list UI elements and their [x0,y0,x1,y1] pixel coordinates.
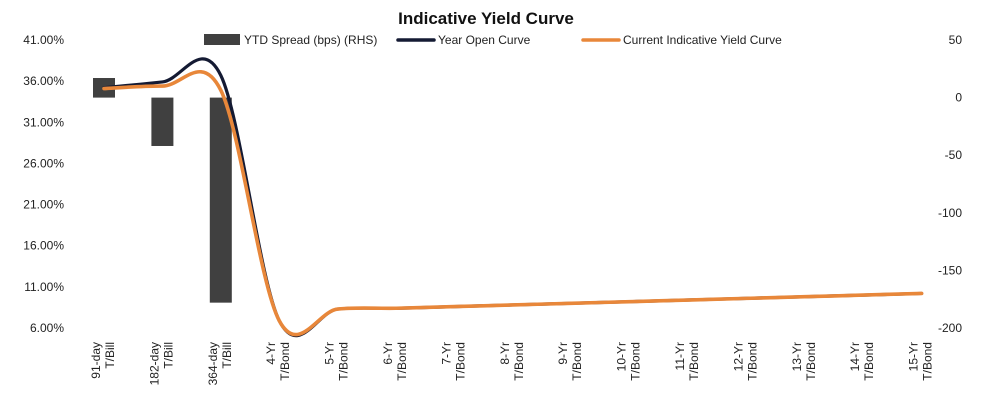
x-tick-line2: T/Bond [862,342,876,381]
curve-lines [102,57,924,338]
x-tick-label: 5-Yr T/Bond [323,342,351,381]
spread-bar [151,97,174,146]
right-tick-label: -50 [945,148,963,162]
x-tick-line1: 6-Yr [381,342,395,365]
x-tick-line1: 15-Yr [907,342,921,371]
x-tick-line1: 91-day [89,342,103,379]
spread-bars [93,78,232,303]
x-tick-line1: 4-Yr [264,342,278,365]
x-tick-label: 8-Yr T/Bond [498,342,526,381]
x-tick-line2: T/Bond [570,342,584,381]
legend-label: Current Indicative Yield Curve [623,33,782,47]
x-tick-line1: 364-day [206,342,220,385]
chart-legend: YTD Spread (bps) (RHS) Year Open Curve Cur… [204,33,782,47]
left-y-axis: 6.00% 11.00% 16.00% 21.00% 26.00% 31.00% 36.00… [23,33,64,335]
x-tick-label: 9-Yr T/Bond [556,342,584,381]
legend-swatch-bar [204,34,240,45]
x-tick-line2: T/Bond [921,342,935,381]
spread-bar [209,97,232,303]
right-tick-label: -200 [938,321,962,335]
x-tick-label: 14-Yr T/Bond [848,342,876,381]
right-tick-label: 0 [955,91,962,105]
x-tick-line1: 7-Yr [439,342,453,365]
x-tick-line2: T/Bill [161,342,175,369]
x-tick-line1: 9-Yr [556,342,570,365]
left-tick-label: 41.00% [23,33,64,47]
x-tick-label: 364-day T/Bill [206,342,234,385]
x-tick-line1: 5-Yr [323,342,337,365]
x-tick-line2: T/Bond [395,342,409,381]
x-tick-line2: T/Bill [103,342,117,369]
x-tick-line1: 13-Yr [790,342,804,371]
x-tick-line2: T/Bond [278,342,292,381]
left-tick-label: 6.00% [30,321,64,335]
x-tick-label: 10-Yr T/Bond [615,342,643,381]
legend-label: YTD Spread (bps) (RHS) [244,33,377,47]
x-tick-label: 4-Yr T/Bond [264,342,292,381]
x-tick-label: 6-Yr T/Bond [381,342,409,381]
x-tick-line2: T/Bond [687,342,701,381]
right-tick-label: 50 [949,33,963,47]
x-tick-label: 7-Yr T/Bond [439,342,467,381]
left-tick-label: 36.00% [23,74,64,88]
x-tick-line1: 12-Yr [731,342,745,371]
right-y-axis: -200 -150 -100 -50 0 50 [938,33,962,335]
x-tick-line1: 182-day [147,342,161,385]
x-tick-line2: T/Bond [804,342,818,381]
x-tick-line1: 10-Yr [615,342,629,371]
x-tick-label: 182-day T/Bill [147,342,175,385]
right-tick-label: -150 [938,263,962,277]
x-tick-label: 13-Yr T/Bond [790,342,818,381]
x-tick-line1: 11-Yr [673,342,687,370]
x-tick-label: 11-Yr T/Bond [673,342,701,381]
x-tick-line2: T/Bond [337,342,351,381]
x-tick-line2: T/Bill [220,342,234,369]
right-tick-label: -100 [938,206,962,220]
x-tick-line2: T/Bond [745,342,759,381]
x-tick-label: 15-Yr T/Bond [907,342,935,381]
x-tick-line2: T/Bond [629,342,643,381]
left-tick-label: 31.00% [23,115,64,129]
legend-label: Year Open Curve [438,33,531,47]
x-axis: 91-day T/Bill 182-day T/Bill 364-day T/Bill 4-… [89,342,935,385]
left-tick-label: 26.00% [23,156,64,170]
chart-title: Indicative Yield Curve [398,9,574,28]
x-tick-line2: T/Bond [453,342,467,381]
x-tick-label: 12-Yr T/Bond [731,342,759,381]
x-tick-line1: 14-Yr [848,342,862,371]
current-yield-curve-line [102,69,924,337]
left-tick-label: 11.00% [24,280,64,294]
x-tick-line1: 8-Yr [498,342,512,365]
x-tick-line2: T/Bond [512,342,526,381]
left-tick-label: 21.00% [23,198,64,212]
left-tick-label: 16.00% [23,239,64,253]
x-tick-label: 91-day T/Bill [89,342,117,379]
